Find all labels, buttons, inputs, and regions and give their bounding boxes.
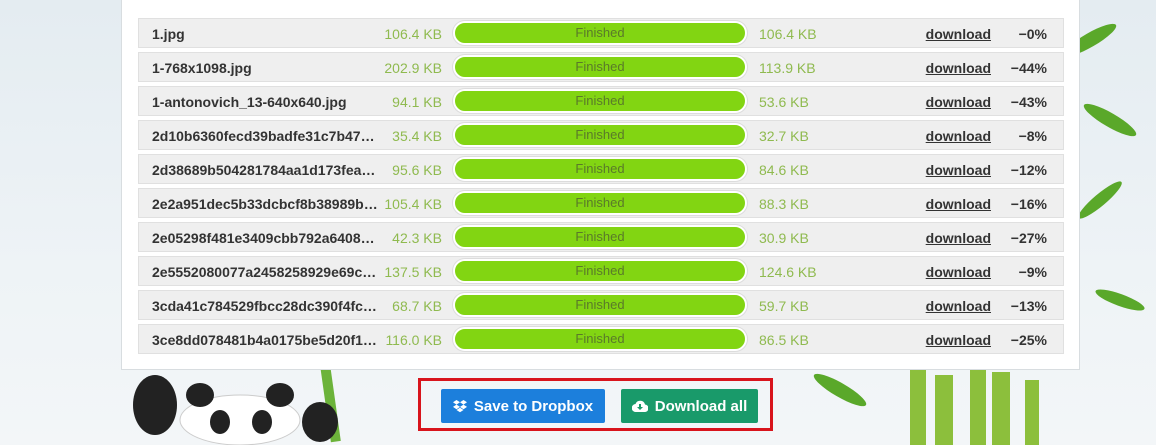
input-size: 95.6 KB xyxy=(392,162,442,178)
saving-percent: −0% xyxy=(1018,26,1047,42)
file-row: 1-768x1098.jpg 202.9 KB Finished 113.9 K… xyxy=(138,52,1064,82)
download-link[interactable]: download xyxy=(925,94,991,110)
input-size: 105.4 KB xyxy=(384,196,442,212)
input-size: 106.4 KB xyxy=(384,26,442,42)
file-row: 1-antonovich_13-640x640.jpg 94.1 KB Fini… xyxy=(138,86,1064,116)
progress-bar: Finished xyxy=(453,225,747,249)
download-all-button[interactable]: Download all xyxy=(621,389,758,423)
output-size: 32.7 KB xyxy=(759,128,809,144)
progress-bar: Finished xyxy=(453,55,747,79)
saving-percent: −12% xyxy=(1010,162,1047,178)
output-size: 113.9 KB xyxy=(759,60,816,76)
output-size: 30.9 KB xyxy=(759,230,809,246)
output-size: 53.6 KB xyxy=(759,94,809,110)
saving-percent: −13% xyxy=(1010,298,1047,314)
results-panel: 1.jpg 106.4 KB Finished 106.4 KB downloa… xyxy=(121,0,1080,370)
file-row: 2d38689b504281784aa1d173fea… 95.6 KB Fin… xyxy=(138,154,1064,184)
cloud-download-icon xyxy=(631,400,648,412)
saving-percent: −27% xyxy=(1010,230,1047,246)
saving-percent: −8% xyxy=(1018,128,1047,144)
input-size: 137.5 KB xyxy=(384,264,442,280)
status-label: Finished xyxy=(575,331,625,346)
download-link[interactable]: download xyxy=(925,128,991,144)
output-size: 86.5 KB xyxy=(759,332,809,348)
input-size: 116.0 KB xyxy=(385,332,442,348)
download-all-label: Download all xyxy=(654,397,748,415)
status-label: Finished xyxy=(575,297,625,312)
progress-bar: Finished xyxy=(453,157,747,181)
file-name: 2d10b6360fecd39badfe31c7b47… xyxy=(152,128,375,144)
progress-bar: Finished xyxy=(453,327,747,351)
file-row: 2e5552080077a2458258929e69c… 137.5 KB Fi… xyxy=(138,256,1064,286)
file-row: 3ce8dd078481b4a0175be5d20f1… 116.0 KB Fi… xyxy=(138,324,1064,354)
status-label: Finished xyxy=(575,59,625,74)
output-size: 88.3 KB xyxy=(759,196,809,212)
file-row: 2d10b6360fecd39badfe31c7b47… 35.4 KB Fin… xyxy=(138,120,1064,150)
file-row: 1.jpg 106.4 KB Finished 106.4 KB downloa… xyxy=(138,18,1064,48)
file-name: 2e05298f481e3409cbb792a6408… xyxy=(152,230,375,246)
highlight-box xyxy=(418,378,773,431)
status-label: Finished xyxy=(575,25,625,40)
status-label: Finished xyxy=(575,161,625,176)
progress-bar: Finished xyxy=(453,191,747,215)
status-label: Finished xyxy=(575,127,625,142)
progress-bar: Finished xyxy=(453,123,747,147)
status-label: Finished xyxy=(575,93,625,108)
file-row: 2e05298f481e3409cbb792a6408… 42.3 KB Fin… xyxy=(138,222,1064,252)
output-size: 84.6 KB xyxy=(759,162,809,178)
file-name: 1.jpg xyxy=(152,26,185,42)
input-size: 42.3 KB xyxy=(392,230,442,246)
dropbox-icon xyxy=(452,399,467,412)
download-link[interactable]: download xyxy=(925,162,991,178)
saving-percent: −44% xyxy=(1010,60,1047,76)
file-name: 1-768x1098.jpg xyxy=(152,60,252,76)
saving-percent: −43% xyxy=(1010,94,1047,110)
download-link[interactable]: download xyxy=(925,60,991,76)
input-size: 94.1 KB xyxy=(392,94,442,110)
file-name: 2e5552080077a2458258929e69c… xyxy=(152,264,377,280)
download-link[interactable]: download xyxy=(925,298,991,314)
saving-percent: −16% xyxy=(1010,196,1047,212)
panda-mascot xyxy=(133,357,341,445)
input-size: 68.7 KB xyxy=(392,298,442,314)
status-label: Finished xyxy=(575,263,625,278)
output-size: 59.7 KB xyxy=(759,298,809,314)
download-link[interactable]: download xyxy=(925,332,991,348)
download-link[interactable]: download xyxy=(925,230,991,246)
saving-percent: −25% xyxy=(1010,332,1047,348)
file-name: 1-antonovich_13-640x640.jpg xyxy=(152,94,347,110)
status-label: Finished xyxy=(575,229,625,244)
output-size: 106.4 KB xyxy=(759,26,817,42)
bamboo-decoration-right xyxy=(813,23,1145,445)
progress-bar: Finished xyxy=(453,21,747,45)
input-size: 35.4 KB xyxy=(392,128,442,144)
file-name: 2d38689b504281784aa1d173fea… xyxy=(152,162,376,178)
file-row: 2e2a951dec5b33dcbcf8b38989b… 105.4 KB Fi… xyxy=(138,188,1064,218)
saving-percent: −9% xyxy=(1018,264,1047,280)
file-name: 2e2a951dec5b33dcbcf8b38989b… xyxy=(152,196,378,212)
file-name: 3cda41c784529fbcc28dc390f4fc… xyxy=(152,298,377,314)
save-to-dropbox-button[interactable]: Save to Dropbox xyxy=(441,389,605,423)
status-label: Finished xyxy=(575,195,625,210)
save-to-dropbox-label: Save to Dropbox xyxy=(473,397,594,415)
progress-bar: Finished xyxy=(453,259,747,283)
file-row: 3cda41c784529fbcc28dc390f4fc… 68.7 KB Fi… xyxy=(138,290,1064,320)
output-size: 124.6 KB xyxy=(759,264,817,280)
progress-bar: Finished xyxy=(453,293,747,317)
progress-bar: Finished xyxy=(453,89,747,113)
file-name: 3ce8dd078481b4a0175be5d20f1… xyxy=(152,332,377,348)
input-size: 202.9 KB xyxy=(384,60,442,76)
download-link[interactable]: download xyxy=(925,196,991,212)
download-link[interactable]: download xyxy=(925,264,991,280)
download-link[interactable]: download xyxy=(925,26,991,42)
